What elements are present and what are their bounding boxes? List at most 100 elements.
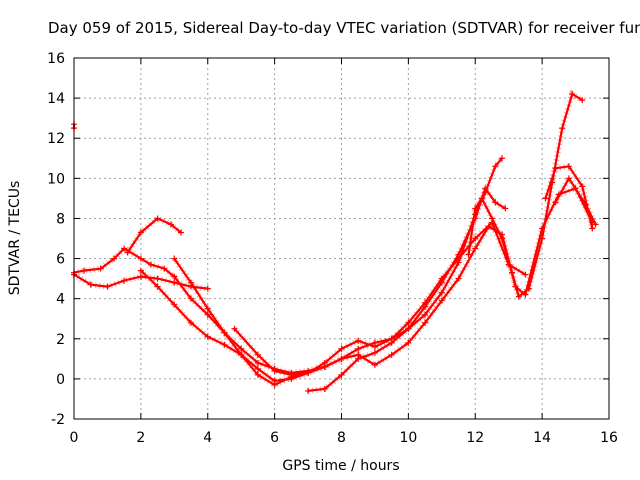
series-track-6: [231, 325, 312, 378]
data-point: [204, 333, 211, 340]
x-tick-label: 8: [337, 430, 346, 446]
x-tick-label: 2: [136, 430, 145, 446]
y-tick-label: 0: [56, 372, 65, 388]
series-track-8: [465, 89, 586, 302]
x-tick-label: 6: [270, 430, 279, 446]
x-axis-label: GPS time / hours: [282, 458, 399, 474]
data-point: [589, 225, 596, 232]
series-marker-band: [73, 156, 505, 376]
data-point: [371, 361, 378, 368]
data-point: [111, 255, 118, 262]
data-point: [569, 91, 576, 98]
data-point: [579, 97, 586, 104]
data-point: [405, 325, 412, 332]
series-marker-band: [552, 172, 599, 226]
data-point: [472, 245, 479, 252]
data-point: [137, 267, 144, 274]
data-point: [121, 277, 128, 284]
data-point: [171, 255, 178, 262]
y-tick-label: 6: [56, 252, 65, 268]
data-point: [565, 175, 572, 182]
data-point: [254, 351, 261, 358]
data-point: [552, 165, 559, 172]
data-point: [465, 251, 472, 258]
data-point: [171, 279, 178, 286]
data-point: [178, 229, 184, 236]
data-point: [137, 273, 144, 280]
data-point: [492, 199, 499, 206]
data-point: [204, 305, 211, 312]
y-tick-label: 14: [47, 91, 65, 107]
data-point: [137, 229, 144, 236]
series-track-5: [171, 184, 596, 389]
y-tick-label: 16: [47, 51, 65, 67]
data-point: [579, 183, 586, 190]
data-point: [81, 267, 88, 274]
data-point: [472, 235, 479, 242]
plot-area: [71, 89, 599, 394]
data-point: [271, 367, 278, 374]
data-point: [492, 163, 499, 170]
data-point: [539, 235, 546, 242]
x-tick-label: 10: [399, 430, 417, 446]
data-point: [87, 281, 94, 288]
data-point: [305, 369, 312, 376]
series-line: [554, 177, 597, 226]
data-point: [97, 265, 104, 272]
series-line: [139, 221, 527, 382]
series-line: [72, 157, 504, 374]
data-point: [104, 283, 111, 290]
series-line: [307, 187, 507, 392]
x-tick-label: 14: [533, 430, 551, 446]
data-point: [355, 355, 362, 362]
data-point: [167, 221, 174, 228]
data-point: [388, 351, 395, 358]
data-point: [338, 355, 345, 362]
data-point: [147, 261, 154, 268]
y-tick-label: 12: [47, 131, 65, 147]
data-point: [254, 359, 261, 366]
data-point: [321, 385, 328, 392]
data-point: [221, 341, 228, 348]
data-point: [472, 205, 479, 212]
data-point: [221, 329, 228, 336]
data-point: [171, 301, 178, 308]
data-point: [338, 345, 345, 352]
series-marker-band: [307, 181, 507, 394]
data-point: [438, 297, 445, 304]
data-point: [124, 249, 131, 256]
y-tick-label: 10: [47, 171, 65, 187]
y-axis-label: SDTVAR / TECUs: [7, 181, 23, 296]
data-point: [502, 205, 509, 212]
data-point: [204, 285, 211, 292]
data-point: [271, 381, 278, 388]
grid: [74, 58, 609, 419]
data-point: [238, 351, 245, 358]
data-point: [478, 195, 485, 202]
data-point: [154, 275, 161, 282]
x-tick-label: 4: [203, 430, 212, 446]
data-point: [254, 371, 261, 378]
data-point: [455, 251, 462, 258]
series-marker-band: [125, 214, 183, 255]
data-point: [455, 275, 462, 282]
data-point: [485, 223, 492, 230]
data-point: [204, 311, 211, 318]
data-point: [137, 255, 144, 262]
data-point: [525, 285, 532, 292]
data-point: [154, 283, 161, 290]
series-track-9: [542, 163, 596, 232]
data-point: [188, 279, 195, 286]
data-point: [438, 289, 445, 296]
y-tick-label: 4: [56, 292, 65, 308]
data-point: [231, 325, 238, 332]
data-point: [388, 339, 395, 346]
series-track-7: [305, 181, 509, 394]
data-point: [552, 199, 559, 206]
data-point: [161, 265, 168, 272]
data-point: [355, 337, 362, 344]
series-line: [467, 93, 584, 298]
data-point: [154, 215, 161, 222]
data-point: [499, 155, 505, 162]
data-point: [188, 295, 195, 302]
